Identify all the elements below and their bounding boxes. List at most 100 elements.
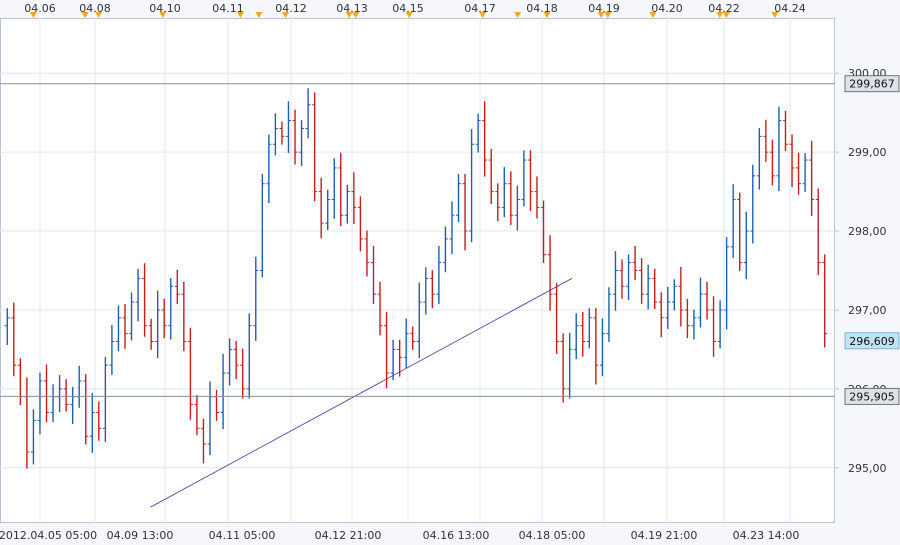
- ohlc-bar: [11, 302, 17, 377]
- ohlc-bar: [351, 172, 357, 224]
- event-marker-icon: [352, 12, 360, 18]
- ohlc-bar: [763, 119, 769, 162]
- ohlc-bar: [364, 230, 370, 277]
- current-price-label: 296,609: [849, 335, 895, 348]
- ohlc-bar: [377, 281, 383, 336]
- ohlc-bars: [4, 88, 828, 469]
- ohlc-bar: [312, 92, 318, 202]
- ohlc-bar: [266, 134, 272, 204]
- ohlc-bar: [390, 339, 396, 380]
- ohlc-bar: [756, 128, 762, 190]
- y-tick-label: 299,00: [848, 146, 887, 159]
- ohlc-bar: [318, 177, 324, 239]
- ohlc-bar: [102, 356, 108, 443]
- ohlc-bar: [769, 139, 775, 186]
- bottom-time-label: 2012.04.05 05:00: [0, 529, 97, 542]
- event-marker-icon: [604, 12, 612, 18]
- top-date-label: 04.06: [24, 2, 56, 15]
- event-marker-icon: [514, 12, 522, 18]
- ohlc-bar: [665, 286, 671, 329]
- ohlc-bar: [30, 409, 36, 465]
- top-date-label: 04.12: [275, 2, 307, 15]
- ohlc-bar: [534, 176, 540, 219]
- bottom-time-label: 04.11 05:00: [209, 529, 276, 542]
- grid-lines: [0, 18, 835, 523]
- ohlc-bar: [279, 121, 285, 145]
- ohlc-bar: [122, 304, 128, 349]
- ohlc-bar: [626, 254, 632, 301]
- ohlc-bar: [200, 418, 206, 464]
- ohlc-bar: [129, 292, 134, 341]
- top-date-label: 04.13: [336, 2, 368, 15]
- ohlc-bar: [220, 353, 226, 430]
- ohlc-bar: [796, 152, 802, 195]
- bottom-time-label: 04.12 21:00: [315, 529, 382, 542]
- ohlc-bar: [338, 152, 344, 227]
- ohlc-bar: [704, 281, 710, 320]
- ohlc-bar: [691, 309, 697, 340]
- top-date-label: 04.15: [392, 2, 424, 15]
- ohlc-bar: [253, 256, 259, 341]
- ohlc-bar: [63, 379, 69, 412]
- ohlc-bar: [83, 374, 89, 445]
- top-date-label: 04.17: [464, 2, 496, 15]
- ohlc-bar: [115, 305, 121, 352]
- ohlc-bar: [809, 140, 815, 217]
- ohlc-bar: [109, 324, 115, 375]
- ohlc-bar: [89, 393, 95, 453]
- ohlc-bar: [488, 148, 494, 205]
- event-marker-icon: [81, 12, 89, 18]
- ohlc-bar: [344, 184, 350, 224]
- ohlc-bar: [305, 88, 311, 139]
- ohlc-bar: [429, 270, 435, 308]
- event-marker-icon: [771, 12, 779, 18]
- ohlc-bar: [135, 268, 141, 322]
- top-date-label: 04.24: [774, 2, 806, 15]
- event-marker-icon: [543, 12, 551, 18]
- ohlc-bar: [671, 279, 677, 311]
- ohlc-bar: [541, 200, 546, 264]
- ohlc-bar: [521, 150, 527, 207]
- ohlc-bar: [652, 268, 658, 309]
- ohlc-bar: [227, 338, 233, 386]
- level-price-label: 295,905: [849, 390, 895, 403]
- support-trendline: [150, 278, 573, 508]
- ohlc-bar: [632, 246, 638, 281]
- level-price-box: [844, 75, 900, 93]
- current-price-box: [844, 332, 900, 350]
- ohlc-bar: [233, 341, 239, 379]
- ohlc-bar: [724, 237, 730, 330]
- horizontal-levels: [0, 83, 835, 397]
- ohlc-bar: [514, 185, 520, 231]
- ohlc-bar: [750, 164, 756, 244]
- bottom-time-label: 04.18 05:00: [519, 529, 586, 542]
- bottom-time-label: 04.23 14:00: [733, 529, 800, 542]
- event-marker-icon: [479, 12, 487, 18]
- ohlc-bar: [44, 364, 49, 423]
- bottom-time-label: 04.19 21:00: [631, 529, 698, 542]
- ohlc-bar: [560, 333, 566, 403]
- ohlc-bar: [501, 167, 507, 218]
- ohlc-bar: [384, 311, 390, 389]
- event-marker-icon: [282, 12, 290, 18]
- ohlc-bar: [698, 277, 703, 328]
- y-tick-label: 298,00: [848, 225, 887, 238]
- ohlc-bar: [286, 101, 291, 153]
- event-marker-icon: [716, 12, 724, 18]
- top-date-label: 04.20: [651, 2, 683, 15]
- ohlc-bar: [612, 251, 618, 311]
- y-tick-label: 295,00: [848, 462, 887, 475]
- ohlc-bar: [678, 266, 684, 327]
- event-marker-icon: [29, 12, 37, 18]
- ohlc-bar: [397, 339, 403, 377]
- ohlc-bar: [776, 106, 782, 192]
- ohlc-bar: [292, 109, 298, 165]
- ohlc-bar: [442, 226, 448, 273]
- top-date-label: 04.19: [588, 2, 620, 15]
- level-price-box: [844, 387, 900, 405]
- ohlc-bar: [822, 254, 828, 348]
- top-date-label: 04.08: [79, 2, 111, 15]
- ohlc-bar: [148, 318, 154, 350]
- event-marker-icon: [95, 12, 103, 18]
